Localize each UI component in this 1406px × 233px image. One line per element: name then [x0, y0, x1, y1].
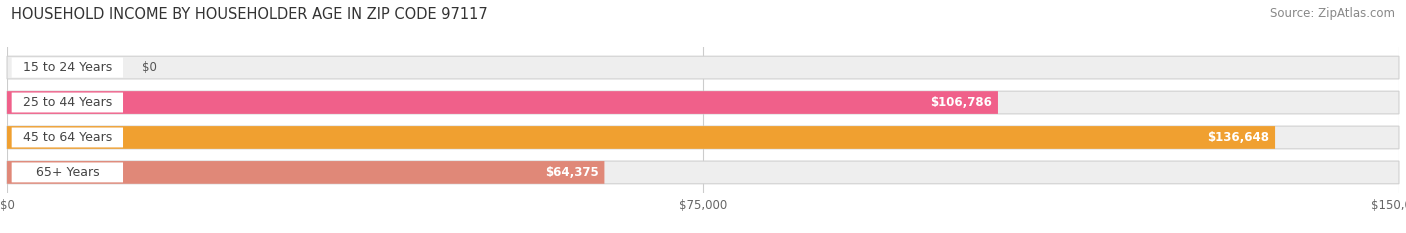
Text: $0: $0 [142, 61, 156, 74]
FancyBboxPatch shape [11, 93, 124, 113]
Text: $64,375: $64,375 [546, 166, 599, 179]
Text: 15 to 24 Years: 15 to 24 Years [22, 61, 112, 74]
FancyBboxPatch shape [7, 161, 1399, 184]
FancyBboxPatch shape [11, 127, 124, 147]
FancyBboxPatch shape [11, 58, 124, 78]
Text: $136,648: $136,648 [1208, 131, 1270, 144]
Text: Source: ZipAtlas.com: Source: ZipAtlas.com [1270, 7, 1395, 20]
FancyBboxPatch shape [7, 56, 1399, 79]
Text: 65+ Years: 65+ Years [35, 166, 100, 179]
Text: HOUSEHOLD INCOME BY HOUSEHOLDER AGE IN ZIP CODE 97117: HOUSEHOLD INCOME BY HOUSEHOLDER AGE IN Z… [11, 7, 488, 22]
Text: $106,786: $106,786 [931, 96, 993, 109]
Text: 45 to 64 Years: 45 to 64 Years [22, 131, 112, 144]
FancyBboxPatch shape [7, 161, 605, 184]
FancyBboxPatch shape [11, 162, 124, 182]
FancyBboxPatch shape [7, 126, 1399, 149]
FancyBboxPatch shape [7, 126, 1275, 149]
Text: 25 to 44 Years: 25 to 44 Years [22, 96, 112, 109]
FancyBboxPatch shape [7, 91, 1399, 114]
FancyBboxPatch shape [7, 91, 998, 114]
